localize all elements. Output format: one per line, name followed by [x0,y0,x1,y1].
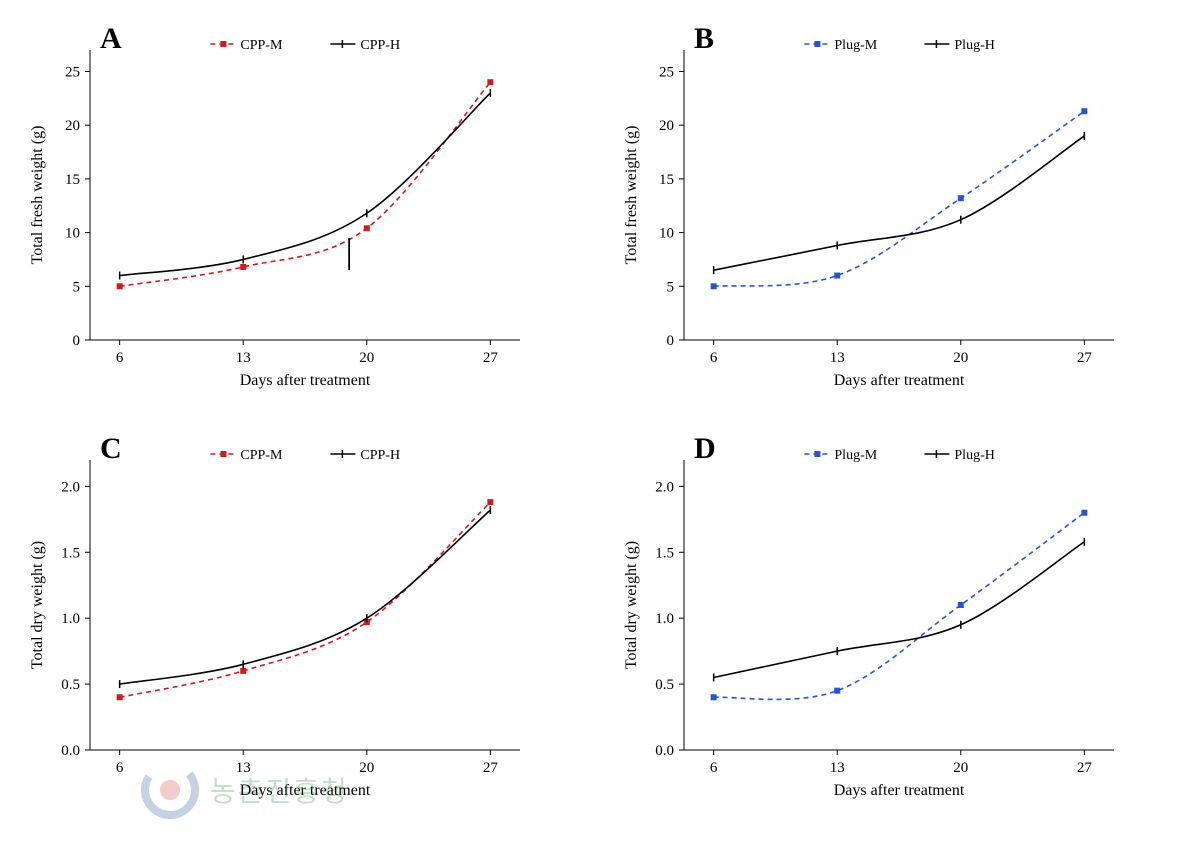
series-marker [710,694,716,700]
x-tick-label: 6 [116,350,124,366]
legend-label: CPP-H [360,38,400,53]
chart-d: D 0.0 0.5 1.0 1.5 2.0 6 13 20 27 Days after treatm… [614,430,1134,810]
y-tick-label: 5 [666,279,674,295]
x-tick-label: 13 [236,760,251,776]
panel-d: D 0.0 0.5 1.0 1.5 2.0 6 13 20 27 Days after treatm… [614,430,1158,810]
panel-c: C 0.0 0.5 1.0 1.5 2.0 6 13 20 27 Days after treatm… [20,430,564,810]
series-marker [1081,510,1087,516]
series-marker [117,283,123,289]
panel-b: B 0 5 10 15 20 25 6 13 20 27 Days after treatment To… [614,20,1158,400]
y-tick-label: 10 [65,226,80,242]
legend-label: Plug-M [834,38,877,53]
x-tick-label: 13 [236,350,251,366]
x-tick-label: 20 [953,350,968,366]
x-tick-label: 20 [359,760,374,776]
x-tick-label: 27 [1076,760,1092,776]
y-tick-label: 15 [659,172,674,188]
x-tick-label: 13 [829,350,844,366]
chart-b: B 0 5 10 15 20 25 6 13 20 27 Days after treatment To… [614,20,1134,400]
legend-marker-icon [814,451,820,457]
series-line [713,542,1084,678]
legend-marker-icon [220,451,226,457]
legend-label: CPP-M [240,38,283,53]
y-axis-label: Total dry weight (g) [623,541,640,669]
y-axis-label: Total dry weight (g) [29,541,46,669]
panel-letter: B [694,22,714,55]
series-marker [834,273,840,279]
chart-a: A 0 5 10 15 20 25 6 13 20 27 Days after treatment To… [20,20,540,400]
legend-label: Plug-M [834,448,877,463]
legend-marker-icon [814,41,820,47]
y-tick-label: 25 [659,64,674,80]
series-marker [240,264,246,270]
series-line [713,136,1084,270]
legend-label: CPP-M [240,448,283,463]
panel-letter: C [100,432,122,465]
x-tick-label: 27 [1076,350,1092,366]
series-line [713,513,1084,700]
y-tick-label: 20 [65,118,80,134]
series-marker [487,499,493,505]
series-marker [487,79,493,85]
series-line [120,510,491,684]
series-marker [957,195,963,201]
series-line [120,82,491,286]
y-tick-label: 10 [659,226,674,242]
y-tick-label: 5 [73,279,81,295]
x-axis-label: Days after treatment [240,782,371,799]
y-tick-label: 0.5 [61,677,80,693]
y-tick-label: 0 [73,333,81,349]
y-tick-label: 20 [659,118,674,134]
y-tick-label: 1.0 [61,611,80,627]
x-tick-label: 6 [709,760,717,776]
x-tick-label: 20 [953,760,968,776]
x-axis-label: Days after treatment [240,372,371,389]
y-tick-label: 1.0 [655,611,674,627]
panel-letter: D [694,432,716,465]
y-tick-label: 0.5 [655,677,674,693]
chart-c: C 0.0 0.5 1.0 1.5 2.0 6 13 20 27 Days after treatm… [20,430,540,810]
x-tick-label: 20 [359,350,374,366]
series-marker [834,688,840,694]
y-tick-label: 15 [65,172,80,188]
series-marker [240,668,246,674]
series-line [713,111,1084,286]
y-tick-label: 0.0 [655,743,674,759]
series-line [120,502,491,697]
legend-marker-icon [220,41,226,47]
y-tick-label: 25 [65,64,80,80]
series-marker [117,694,123,700]
legend-label: CPP-H [360,448,400,463]
y-tick-label: 0.0 [61,743,80,759]
panel-a: A 0 5 10 15 20 25 6 13 20 27 Days after treatment To… [20,20,564,400]
legend-label: Plug-H [954,38,994,53]
legend-label: Plug-H [954,448,994,463]
series-marker [1081,108,1087,114]
y-tick-label: 2.0 [655,479,674,495]
y-tick-label: 1.5 [655,545,674,561]
y-axis-label: Total fresh weight (g) [623,126,640,265]
series-line [120,93,491,276]
series-marker [364,225,370,231]
x-tick-label: 27 [483,760,499,776]
y-tick-label: 2.0 [61,479,80,495]
y-axis-label: Total fresh weight (g) [29,126,46,265]
chart-grid: A 0 5 10 15 20 25 6 13 20 27 Days after treatment To… [20,20,1157,810]
y-tick-label: 1.5 [61,545,80,561]
y-tick-label: 0 [666,333,674,349]
x-tick-label: 6 [709,350,717,366]
series-marker [957,602,963,608]
series-marker [710,283,716,289]
x-tick-label: 27 [483,350,499,366]
panel-letter: A [100,22,122,55]
x-tick-label: 13 [829,760,844,776]
x-tick-label: 6 [116,760,124,776]
x-axis-label: Days after treatment [833,782,964,799]
x-axis-label: Days after treatment [833,372,964,389]
